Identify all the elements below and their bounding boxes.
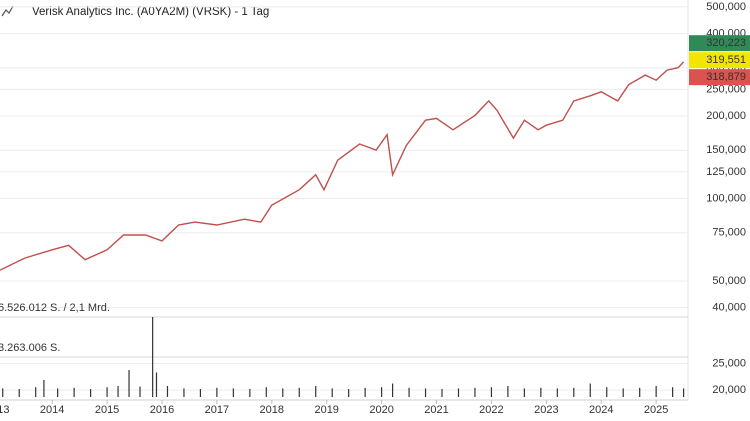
price-marker — [689, 52, 750, 69]
x-tick-label: 2025 — [644, 404, 668, 416]
volume-bar — [265, 387, 267, 397]
x-tick-label: 2020 — [369, 404, 393, 416]
y-tick-label: 200,000 — [706, 110, 746, 122]
y-tick-label: 500,000 — [706, 1, 746, 13]
price-marker-label: 320,223 — [706, 37, 746, 49]
y-tick-label: 40,000 — [712, 301, 746, 313]
volume-bar — [139, 386, 141, 397]
title-icon — [1, 5, 14, 17]
volume-bar — [155, 372, 158, 397]
volume-bar — [381, 387, 383, 397]
volume-bar — [639, 387, 641, 397]
price-marker-label: 319,551 — [706, 54, 746, 66]
volume-bar — [331, 388, 333, 397]
price-marker — [689, 69, 750, 86]
y-tick-label: 150,000 — [706, 144, 746, 156]
volume-bar — [424, 388, 427, 397]
x-tick-label: 2021 — [424, 404, 448, 416]
y-tick-label: 125,000 — [706, 166, 746, 178]
volume-bar — [683, 388, 685, 397]
x-tick-label: 2013 — [0, 404, 9, 416]
y-tick-label: 50,000 — [712, 275, 746, 287]
y-tick-label: 100,000 — [706, 192, 746, 204]
volume-bar — [589, 383, 591, 397]
x-tick-label: 2024 — [589, 404, 613, 416]
volume-bar — [43, 379, 45, 397]
volume-bar — [2, 388, 4, 397]
volume-bar — [18, 389, 20, 397]
y-tick-label: 75,000 — [712, 227, 746, 239]
volume-bar — [556, 388, 558, 397]
volume-bar — [364, 387, 366, 397]
volume-bar — [507, 385, 509, 397]
volume-bar — [298, 387, 300, 397]
volume-bar — [89, 389, 92, 397]
volume-bar — [183, 388, 185, 397]
x-tick-label: 2022 — [479, 404, 503, 416]
y-tick-label: 25,000 — [712, 357, 746, 369]
y-tick-label: 250,000 — [706, 83, 746, 95]
volume-bar — [315, 385, 317, 397]
x-tick-label: 2019 — [314, 404, 338, 416]
volume-bar — [166, 385, 169, 397]
price-marker — [689, 35, 750, 52]
volume-bar — [57, 388, 59, 397]
volume-bar — [606, 387, 608, 397]
volume-bar — [117, 385, 119, 397]
volume-bar — [457, 388, 460, 397]
volume-bar — [490, 387, 493, 397]
volume-bar — [106, 387, 108, 397]
x-tick-label: 2015 — [95, 404, 119, 416]
volume-tick-label: 3.263.006 S. — [0, 342, 60, 354]
volume-bar — [408, 387, 410, 397]
volume-bar — [474, 387, 476, 397]
volume-bar — [672, 387, 674, 397]
volume-bar — [540, 387, 542, 397]
volume-bar — [655, 385, 657, 397]
volume-bar — [35, 387, 37, 397]
x-tick-label: 2017 — [205, 404, 229, 416]
volume-bar — [216, 387, 218, 397]
volume-bar — [622, 388, 624, 397]
volume-bar — [199, 389, 202, 397]
volume-bar — [391, 383, 394, 397]
x-tick-label: 2018 — [260, 404, 284, 416]
volume-bar — [73, 387, 75, 397]
volume-tick-label: 6.526.012 S. / 2,1 Mrd. — [0, 302, 110, 314]
volume-bar — [441, 389, 443, 397]
y-tick-label: 20,000 — [712, 384, 746, 396]
price-marker-label: 318,879 — [706, 71, 746, 83]
volume-bar — [523, 388, 525, 397]
x-tick-label: 2016 — [150, 404, 174, 416]
chart-title: Verisk Analytics Inc. (A0YA2M) (VRSK) - … — [32, 6, 269, 18]
volume-bar — [348, 389, 350, 397]
volume-bar — [152, 317, 154, 397]
x-tick-label: 2014 — [40, 404, 64, 416]
volume-bar — [128, 370, 130, 397]
price-line — [0, 61, 685, 271]
volume-bar — [573, 387, 575, 397]
x-tick-label: 2023 — [534, 404, 558, 416]
volume-bar — [282, 388, 284, 397]
volume-bar — [249, 389, 251, 397]
volume-bar — [232, 388, 234, 397]
